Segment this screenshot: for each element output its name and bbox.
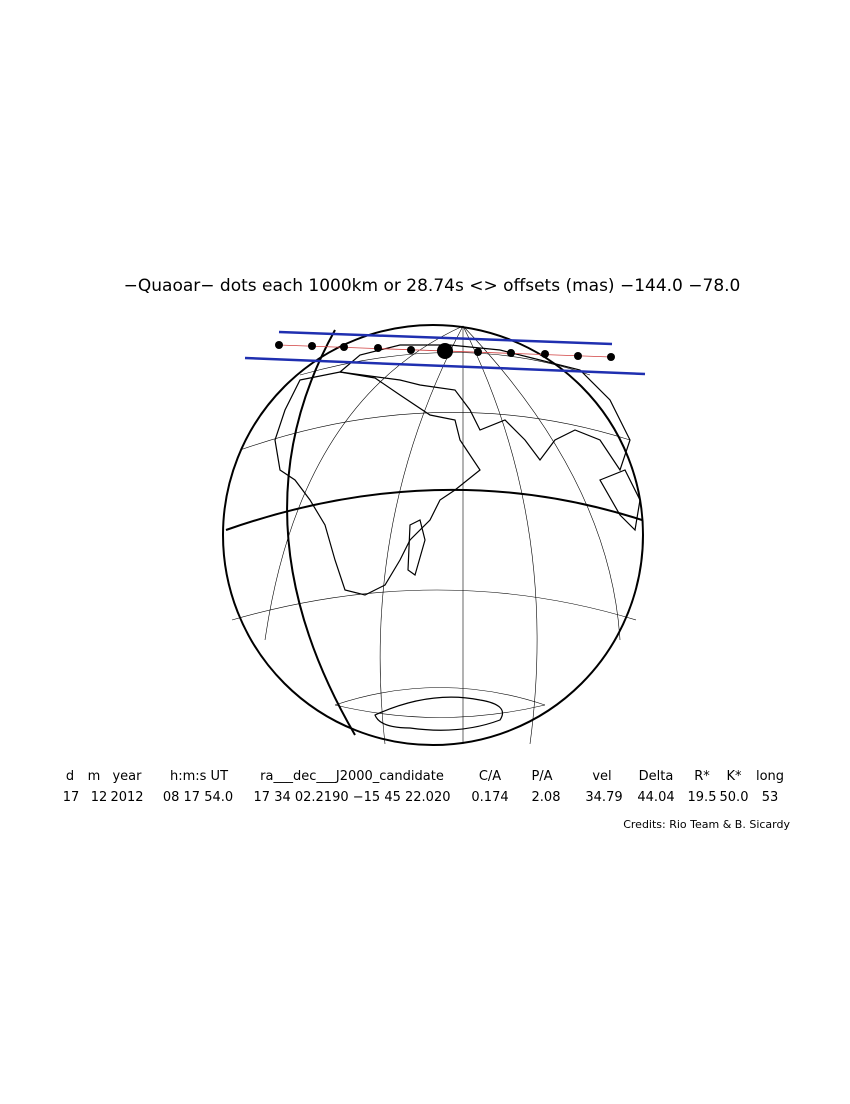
- col-header: vel: [592, 769, 611, 784]
- cell: 44.04: [637, 790, 674, 805]
- cell: 17: [63, 790, 80, 805]
- col-header: Delta: [639, 769, 674, 784]
- col-header: h:m:s UT: [170, 769, 228, 784]
- cell: 2012: [110, 790, 143, 805]
- col-header: R*: [694, 769, 710, 784]
- col-header: P/A: [531, 769, 552, 784]
- cell: 34.79: [585, 790, 622, 805]
- globe: [222, 324, 644, 746]
- col-header: K*: [726, 769, 742, 784]
- credits: Credits: Rio Team & B. Sicardy: [623, 818, 790, 831]
- col-header: C/A: [479, 769, 501, 784]
- col-header: ra___dec___J2000_candidate: [260, 769, 444, 784]
- cell: 08 17 54.0: [163, 790, 233, 805]
- cell: 2.08: [532, 790, 561, 805]
- cell: 53: [762, 790, 779, 805]
- table: d m year h:m:s UT ra___dec___J2000_candi…: [63, 769, 784, 805]
- col-header: m: [88, 769, 101, 784]
- title: −Quaoar− dots each 1000km or 28.74s <> o…: [124, 276, 741, 296]
- cell: 12: [91, 790, 108, 805]
- shadow-path: [244, 330, 646, 376]
- col-header: d: [66, 769, 74, 784]
- cell: 50.0: [720, 790, 749, 805]
- cell: 17 34 02.2190 −15 45 22.020: [254, 790, 451, 805]
- col-header: long: [756, 769, 784, 784]
- cell: 19.5: [688, 790, 717, 805]
- col-header: year: [112, 769, 142, 784]
- cell: 0.174: [471, 790, 508, 805]
